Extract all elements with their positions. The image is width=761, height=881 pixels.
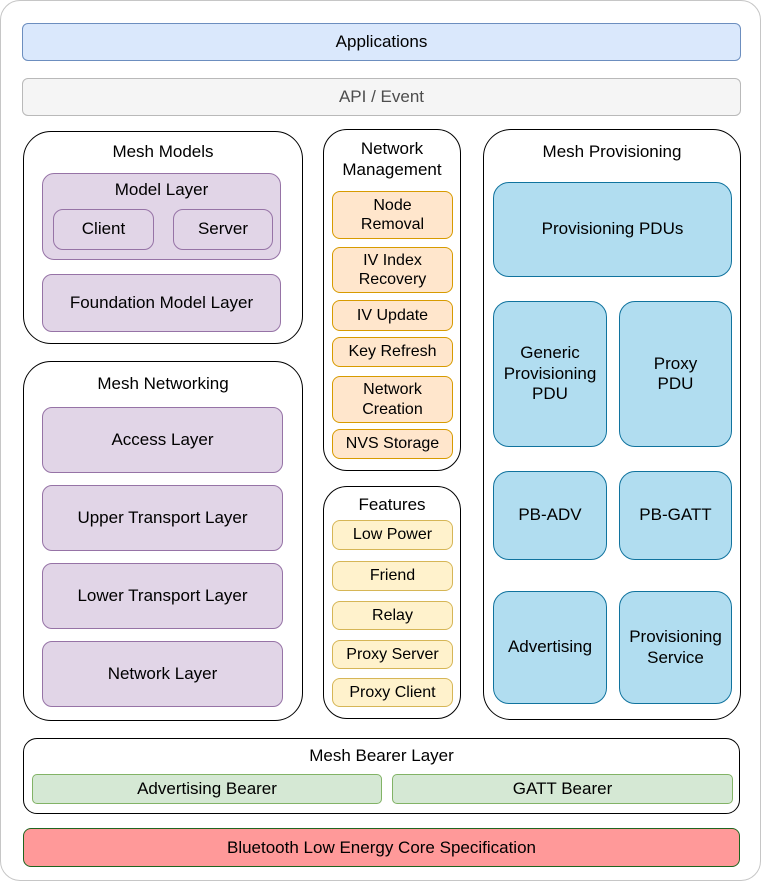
mesh-models-title: Mesh Models [112,142,214,161]
api-event-bar: API / Event [22,78,741,116]
low-power-box: Low Power [332,520,453,550]
upper-transport-layer-box: Upper Transport Layer [42,485,283,551]
server-box: Server [173,209,273,250]
mesh-provisioning-title: Mesh Provisioning [542,142,682,161]
mesh-models-section: Mesh Models Model Layer Client Server Fo… [23,131,303,344]
network-management-section: Network Management Node Removal IV Index… [323,129,461,471]
nvs-storage-box: NVS Storage [332,429,453,459]
provisioning-pdus-box: Provisioning PDUs [493,182,732,277]
proxy-server-box: Proxy Server [332,640,453,669]
network-layer-box: Network Layer [42,641,283,707]
lower-transport-layer-box: Lower Transport Layer [42,563,283,629]
advertising-bearer-box: Advertising Bearer [32,774,382,804]
advertising-box: Advertising [493,591,607,704]
gatt-bearer-box: GATT Bearer [392,774,733,804]
features-title: Features [358,495,426,514]
mesh-bearer-layer-section: Mesh Bearer Layer Advertising Bearer GAT… [23,738,740,814]
node-removal-box: Node Removal [332,191,453,239]
pb-gatt-box: PB-GATT [619,471,732,560]
proxy-pdu-box: Proxy PDU [619,301,732,447]
relay-box: Relay [332,601,453,630]
applications-bar: Applications [22,23,741,61]
foundation-model-layer-box: Foundation Model Layer [42,274,281,332]
model-layer-group: Model Layer Client Server [42,173,281,260]
client-box: Client [53,209,154,250]
friend-box: Friend [332,561,453,591]
key-refresh-box: Key Refresh [332,337,453,367]
mesh-networking-title: Mesh Networking [97,374,229,393]
features-section: Features Low Power Friend Relay Proxy Se… [323,486,461,719]
network-creation-box: Network Creation [332,376,453,423]
network-management-title: Network Management [342,139,442,180]
mesh-bearer-layer-title: Mesh Bearer Layer [309,746,454,765]
generic-provisioning-pdu-box: Generic Provisioning PDU [493,301,607,447]
mesh-provisioning-section: Mesh Provisioning Provisioning PDUs Gene… [483,129,741,720]
model-layer-title: Model Layer [114,180,209,199]
ble-core-spec-bar: Bluetooth Low Energy Core Specification [23,828,740,867]
proxy-client-box: Proxy Client [332,678,453,707]
pb-adv-box: PB-ADV [493,471,607,560]
iv-update-box: IV Update [332,300,453,331]
mesh-networking-section: Mesh Networking Access Layer Upper Trans… [23,361,303,721]
access-layer-box: Access Layer [42,407,283,473]
iv-index-recovery-box: IV Index Recovery [332,247,453,293]
provisioning-service-box: Provisioning Service [619,591,732,704]
